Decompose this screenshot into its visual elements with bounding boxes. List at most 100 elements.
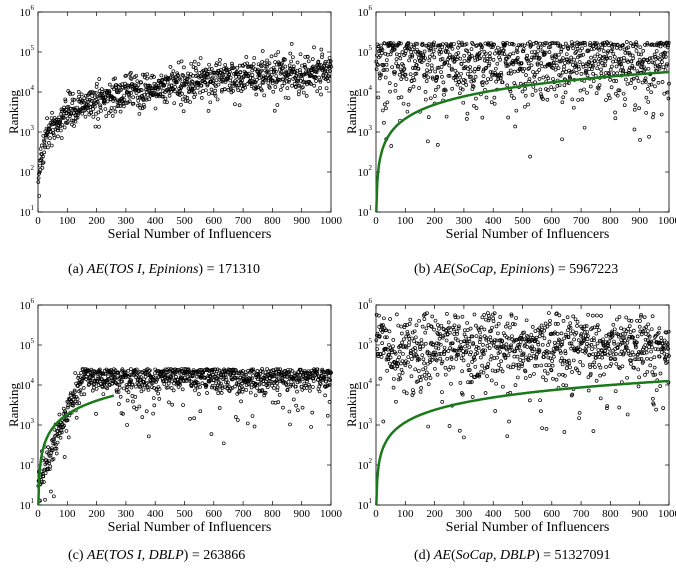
- chart-a-point: [304, 94, 309, 98]
- chart-b-point: [547, 50, 552, 55]
- chart-d-point: [648, 357, 653, 361]
- chart-d-point: [465, 341, 470, 346]
- chart-b-point: [566, 47, 571, 51]
- chart-c-point: [319, 373, 324, 378]
- chart-d-point: [381, 351, 386, 355]
- chart-a-point: [327, 56, 332, 60]
- chart-b-point: [651, 77, 656, 81]
- chart-d-point: [473, 364, 478, 369]
- chart-d-point: [468, 352, 472, 357]
- chart-d-point: [488, 357, 493, 362]
- chart-b-point: [435, 143, 440, 147]
- chart-d-point: [565, 315, 570, 320]
- chart-b-point: [611, 71, 616, 75]
- chart-a-point: [237, 103, 242, 108]
- chart-d-point: [460, 314, 465, 319]
- chart-d-point: [576, 338, 581, 343]
- chart-a-point: [114, 90, 119, 95]
- chart-d-point: [487, 316, 492, 321]
- chart-b-point: [580, 46, 584, 51]
- chart-b-point: [423, 97, 428, 102]
- chart-c-point: [78, 388, 83, 393]
- chart-c-point: [56, 434, 61, 438]
- chart-d-point: [578, 347, 582, 352]
- chart-a-point: [199, 83, 204, 88]
- chart-c-point: [116, 371, 121, 375]
- chart-b-point: [542, 43, 547, 47]
- chart-c-point: [233, 367, 238, 372]
- chart-d-point: [553, 321, 558, 326]
- chart-b-point: [376, 44, 381, 49]
- chart-c-point: [40, 480, 44, 484]
- chart-a-point: [176, 60, 181, 65]
- chart-b-point: [615, 42, 620, 47]
- chart-c-point: [265, 385, 270, 390]
- chart-a-point: [318, 86, 323, 90]
- chart-b-point: [584, 64, 588, 68]
- chart-b-point: [420, 43, 425, 47]
- chart-b-point: [509, 71, 513, 76]
- chart-d-point: [665, 342, 670, 347]
- chart-c-ytick-label: 101: [20, 497, 35, 512]
- chart-d-point: [567, 361, 572, 366]
- chart-d-point: [385, 368, 389, 373]
- chart-c-point: [255, 369, 260, 373]
- chart-c-point: [51, 457, 56, 461]
- chart-a-point: [128, 76, 133, 80]
- chart-c-point: [134, 367, 139, 372]
- chart-a-point: [71, 91, 75, 96]
- chart-d-point: [564, 366, 569, 370]
- chart-a-point: [142, 92, 146, 97]
- chart-b-point: [512, 96, 516, 101]
- chart-d-point: [485, 343, 490, 348]
- chart-c-point: [59, 430, 64, 435]
- chart-d-point: [570, 392, 575, 397]
- chart-b-point: [551, 77, 555, 81]
- chart-a-point: [264, 70, 269, 74]
- chart-d-point: [446, 320, 451, 325]
- chart-d-point: [383, 335, 387, 340]
- chart-d-point: [543, 321, 548, 326]
- chart-b-point: [574, 50, 578, 54]
- chart-d-ytick-label: 103: [358, 417, 373, 432]
- chart-a-point: [319, 92, 323, 97]
- chart-d-point: [666, 329, 671, 334]
- chart-a-point: [317, 67, 322, 72]
- chart-a-point: [188, 86, 193, 91]
- chart-c-point: [234, 368, 238, 373]
- chart-c-point: [329, 370, 333, 375]
- chart-a-point: [180, 73, 185, 77]
- chart-d-point: [447, 367, 451, 372]
- chart-d-point: [652, 338, 656, 343]
- chart-a-point: [93, 95, 97, 100]
- chart-d-point: [508, 345, 513, 349]
- chart-b-point: [400, 50, 405, 54]
- chart-c-point: [81, 386, 86, 390]
- chart-b-point: [621, 43, 625, 47]
- chart-a-point: [103, 107, 108, 111]
- chart-b-point: [393, 88, 398, 93]
- chart-d-point: [491, 319, 496, 323]
- chart-c-point: [52, 437, 56, 442]
- chart-a-point: [215, 97, 220, 102]
- chart-a-point: [279, 70, 284, 75]
- chart-d-point: [485, 374, 489, 379]
- chart-b-point: [635, 69, 640, 74]
- chart-d-point: [490, 325, 494, 330]
- chart-d-point: [440, 390, 444, 394]
- chart-d-point: [489, 378, 494, 383]
- chart-a-point: [126, 85, 131, 90]
- chart-c-point: [272, 374, 277, 378]
- chart-b-point: [440, 74, 444, 79]
- chart-b-point: [525, 53, 530, 58]
- chart-d-point: [614, 352, 618, 356]
- chart-b-point: [543, 50, 548, 55]
- chart-b-xtick-label: 300: [456, 215, 473, 227]
- chart-d-point: [549, 367, 553, 372]
- chart-b-point: [389, 144, 394, 148]
- caption-d-value: = 51327091: [543, 548, 611, 563]
- chart-d-point: [624, 345, 629, 350]
- chart-c-point: [231, 367, 236, 372]
- chart-c-point: [126, 374, 130, 378]
- chart-d-point: [568, 325, 573, 330]
